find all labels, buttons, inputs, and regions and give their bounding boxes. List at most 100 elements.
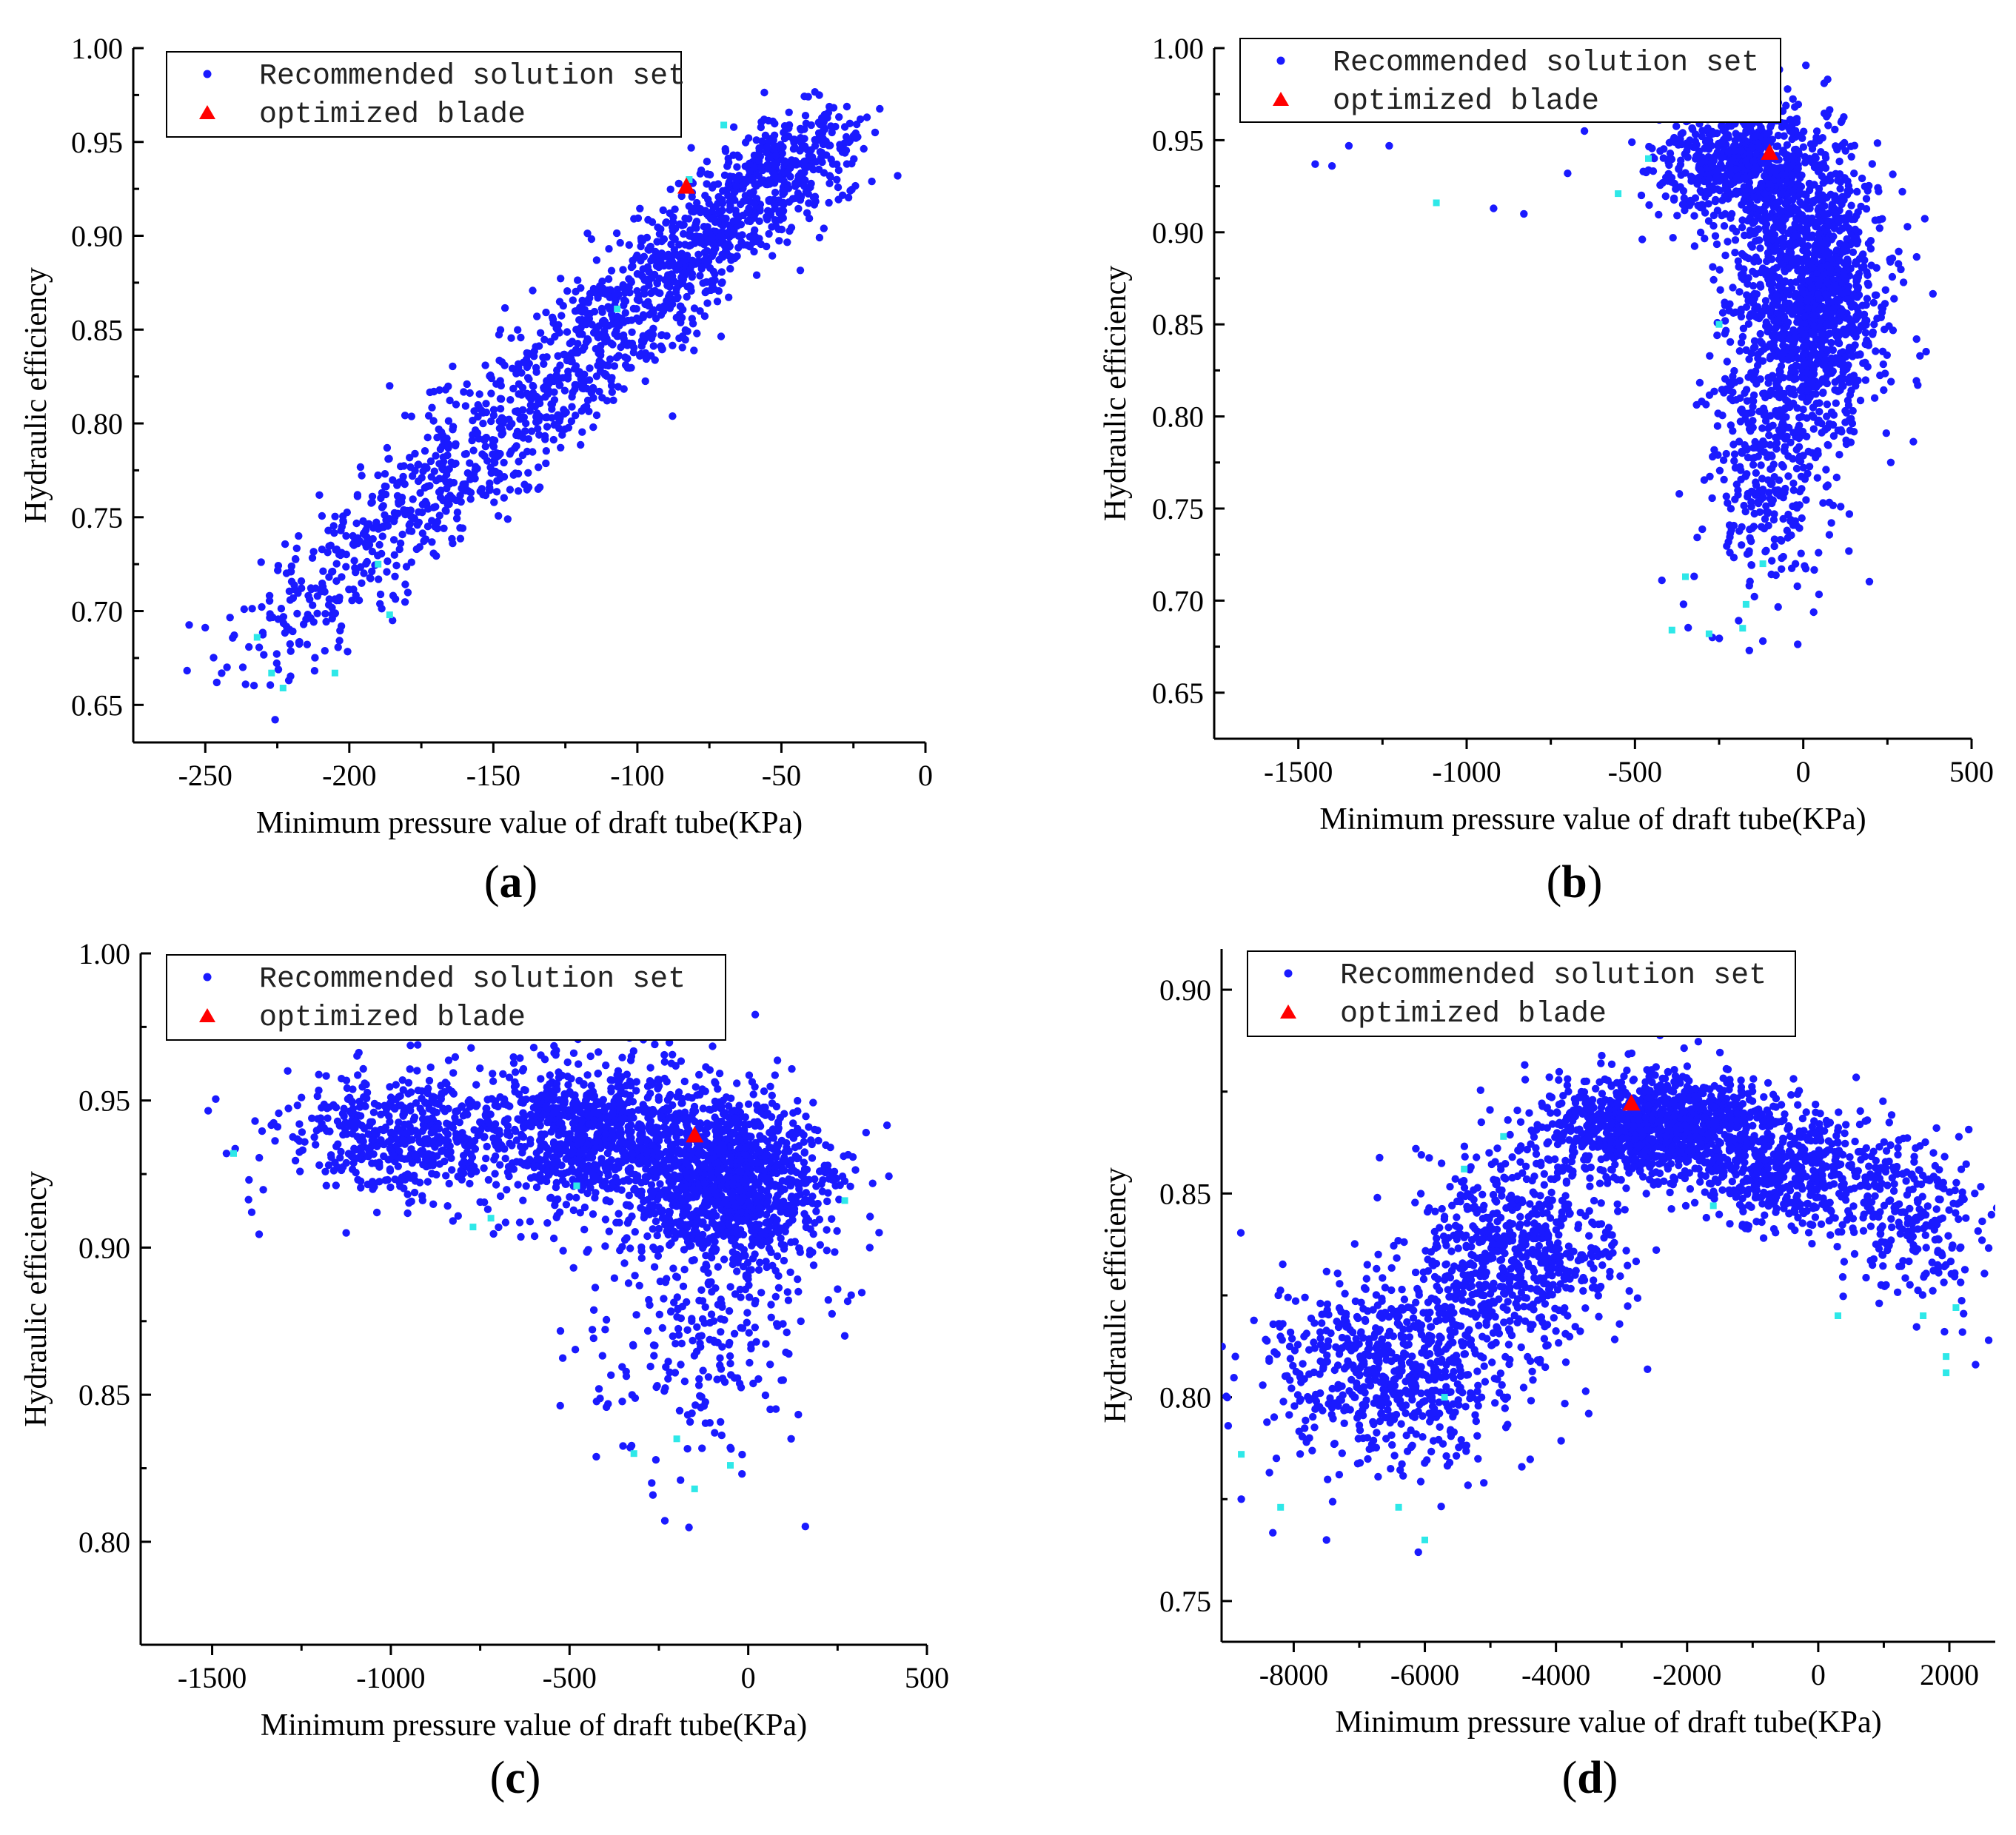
data-point	[673, 295, 681, 303]
series-optimized-blade	[677, 177, 696, 194]
data-point	[506, 396, 515, 404]
data-point	[1794, 314, 1802, 322]
data-point	[1804, 259, 1812, 268]
data-point	[1792, 118, 1801, 127]
data-point	[247, 1208, 256, 1216]
data-point	[729, 123, 738, 131]
data-point	[760, 88, 768, 97]
data-point	[265, 591, 274, 600]
data-point	[339, 512, 347, 520]
data-point	[399, 1112, 407, 1120]
data-point	[1729, 284, 1737, 292]
data-point	[818, 114, 826, 122]
data-point	[436, 488, 444, 497]
data-point	[1738, 201, 1746, 209]
data-point	[669, 300, 677, 309]
data-point	[1520, 209, 1528, 218]
data-point	[418, 1094, 426, 1103]
data-point	[786, 172, 794, 181]
data-point	[1826, 190, 1835, 198]
data-point	[626, 364, 634, 372]
data-point	[441, 1127, 450, 1135]
data-point	[1840, 259, 1848, 267]
data-point	[1808, 144, 1817, 153]
data-point	[226, 614, 234, 622]
data-point	[549, 1234, 558, 1243]
data-point	[323, 1127, 331, 1135]
data-point	[1799, 350, 1808, 358]
data-point	[336, 1153, 344, 1162]
data-point	[607, 376, 615, 385]
data-point	[582, 321, 591, 329]
data-point	[363, 557, 371, 566]
data-point	[1746, 526, 1754, 534]
data-point	[545, 380, 553, 388]
data-point	[1750, 592, 1758, 601]
data-point	[1664, 170, 1672, 178]
data-point	[610, 362, 619, 370]
data-point	[541, 435, 549, 443]
data-point	[1859, 323, 1867, 331]
data-point	[470, 1126, 478, 1134]
data-point	[506, 486, 515, 494]
data-point	[1881, 325, 1889, 334]
data-point	[1824, 251, 1832, 259]
y-tick-label: 0.85	[1152, 308, 1204, 341]
data-point	[1789, 479, 1798, 488]
data-point	[1741, 173, 1749, 181]
data-point	[1772, 198, 1781, 207]
data-point	[1751, 132, 1759, 141]
data-point	[1803, 250, 1811, 258]
data-point	[1770, 542, 1778, 551]
data-point	[563, 287, 572, 295]
data-point	[356, 1112, 365, 1120]
data-point	[1768, 389, 1776, 397]
data-point	[338, 573, 346, 581]
data-point	[386, 1083, 394, 1091]
data-point	[595, 387, 603, 396]
data-point	[1777, 207, 1785, 215]
data-point	[496, 474, 504, 483]
data-point	[292, 555, 300, 563]
data-point	[401, 480, 409, 489]
data-point	[315, 1124, 324, 1133]
data-point	[1697, 158, 1705, 167]
data-point	[583, 229, 592, 238]
data-point	[295, 531, 303, 540]
data-point	[1745, 355, 1753, 363]
data-point	[1872, 347, 1880, 355]
data-point	[575, 368, 583, 376]
data-point	[601, 321, 609, 329]
data-point	[1344, 141, 1353, 150]
data-point	[1689, 125, 1697, 133]
data-point	[1769, 516, 1778, 524]
data-point	[1817, 349, 1825, 358]
data-point	[1806, 360, 1815, 368]
data-point	[595, 1048, 603, 1056]
data-point	[1718, 152, 1727, 161]
data-point	[361, 1079, 369, 1087]
data-point	[1801, 217, 1809, 225]
data-point	[1695, 378, 1704, 387]
data-point	[580, 377, 589, 386]
data-point	[562, 408, 570, 417]
y-tick-label: 1.00	[71, 32, 123, 65]
data-point	[1679, 187, 1688, 195]
data-point	[741, 138, 750, 147]
data-point	[648, 218, 657, 227]
data-point	[1761, 417, 1770, 425]
data-point	[542, 459, 550, 468]
data-point	[1737, 338, 1746, 347]
data-point	[429, 1200, 438, 1209]
data-point	[433, 433, 441, 442]
data-point	[313, 1092, 321, 1101]
data-point	[497, 381, 505, 390]
data-point	[456, 534, 465, 543]
data-point	[1672, 122, 1681, 130]
data-point	[341, 1118, 349, 1127]
data-point	[1747, 241, 1755, 249]
data-point	[348, 1098, 356, 1107]
data-point	[643, 233, 652, 242]
data-point	[1729, 427, 1737, 435]
data-point	[452, 514, 461, 523]
